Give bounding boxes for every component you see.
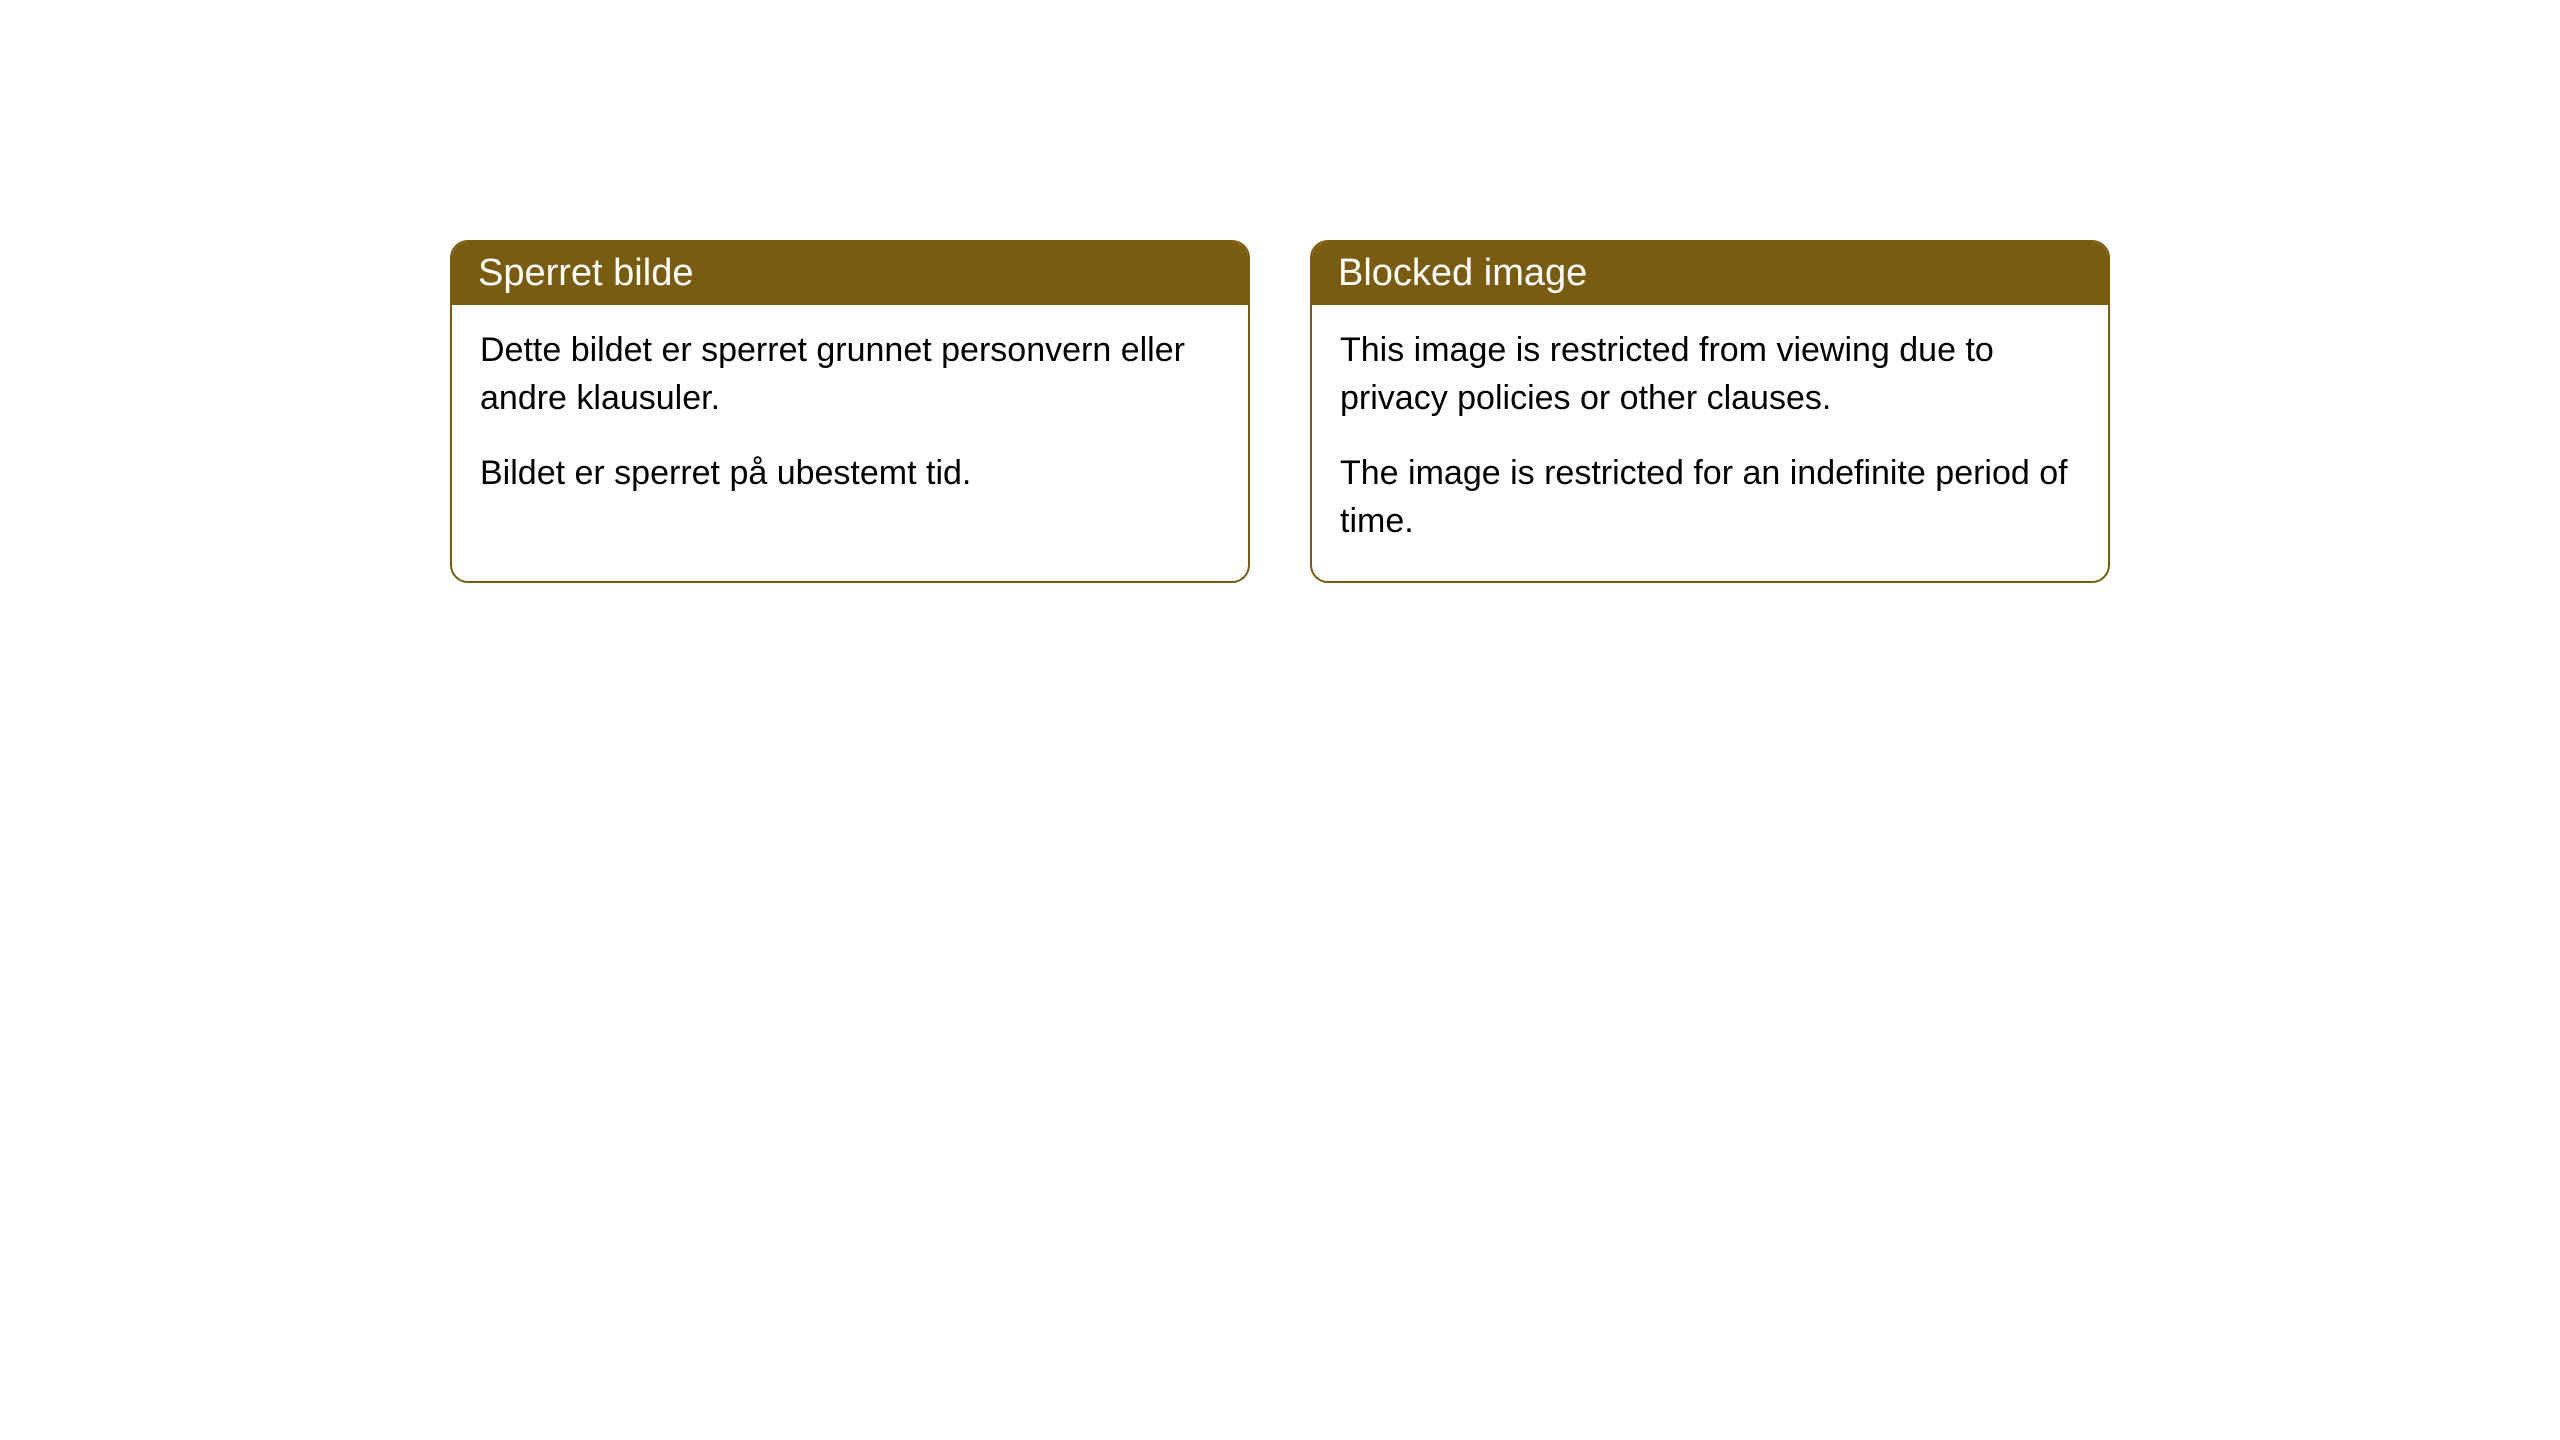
notice-card-english: Blocked image This image is restricted f… bbox=[1310, 240, 2110, 583]
card-header: Sperret bilde bbox=[452, 242, 1248, 305]
card-header: Blocked image bbox=[1312, 242, 2108, 305]
card-body: This image is restricted from viewing du… bbox=[1312, 305, 2108, 581]
card-paragraph: Bildet er sperret på ubestemt tid. bbox=[480, 450, 1220, 498]
card-paragraph: The image is restricted for an indefinit… bbox=[1340, 450, 2080, 545]
notice-card-norwegian: Sperret bilde Dette bildet er sperret gr… bbox=[450, 240, 1250, 583]
card-paragraph: Dette bildet er sperret grunnet personve… bbox=[480, 327, 1220, 422]
card-paragraph: This image is restricted from viewing du… bbox=[1340, 327, 2080, 422]
notice-cards-container: Sperret bilde Dette bildet er sperret gr… bbox=[0, 0, 2560, 583]
card-body: Dette bildet er sperret grunnet personve… bbox=[452, 305, 1248, 534]
